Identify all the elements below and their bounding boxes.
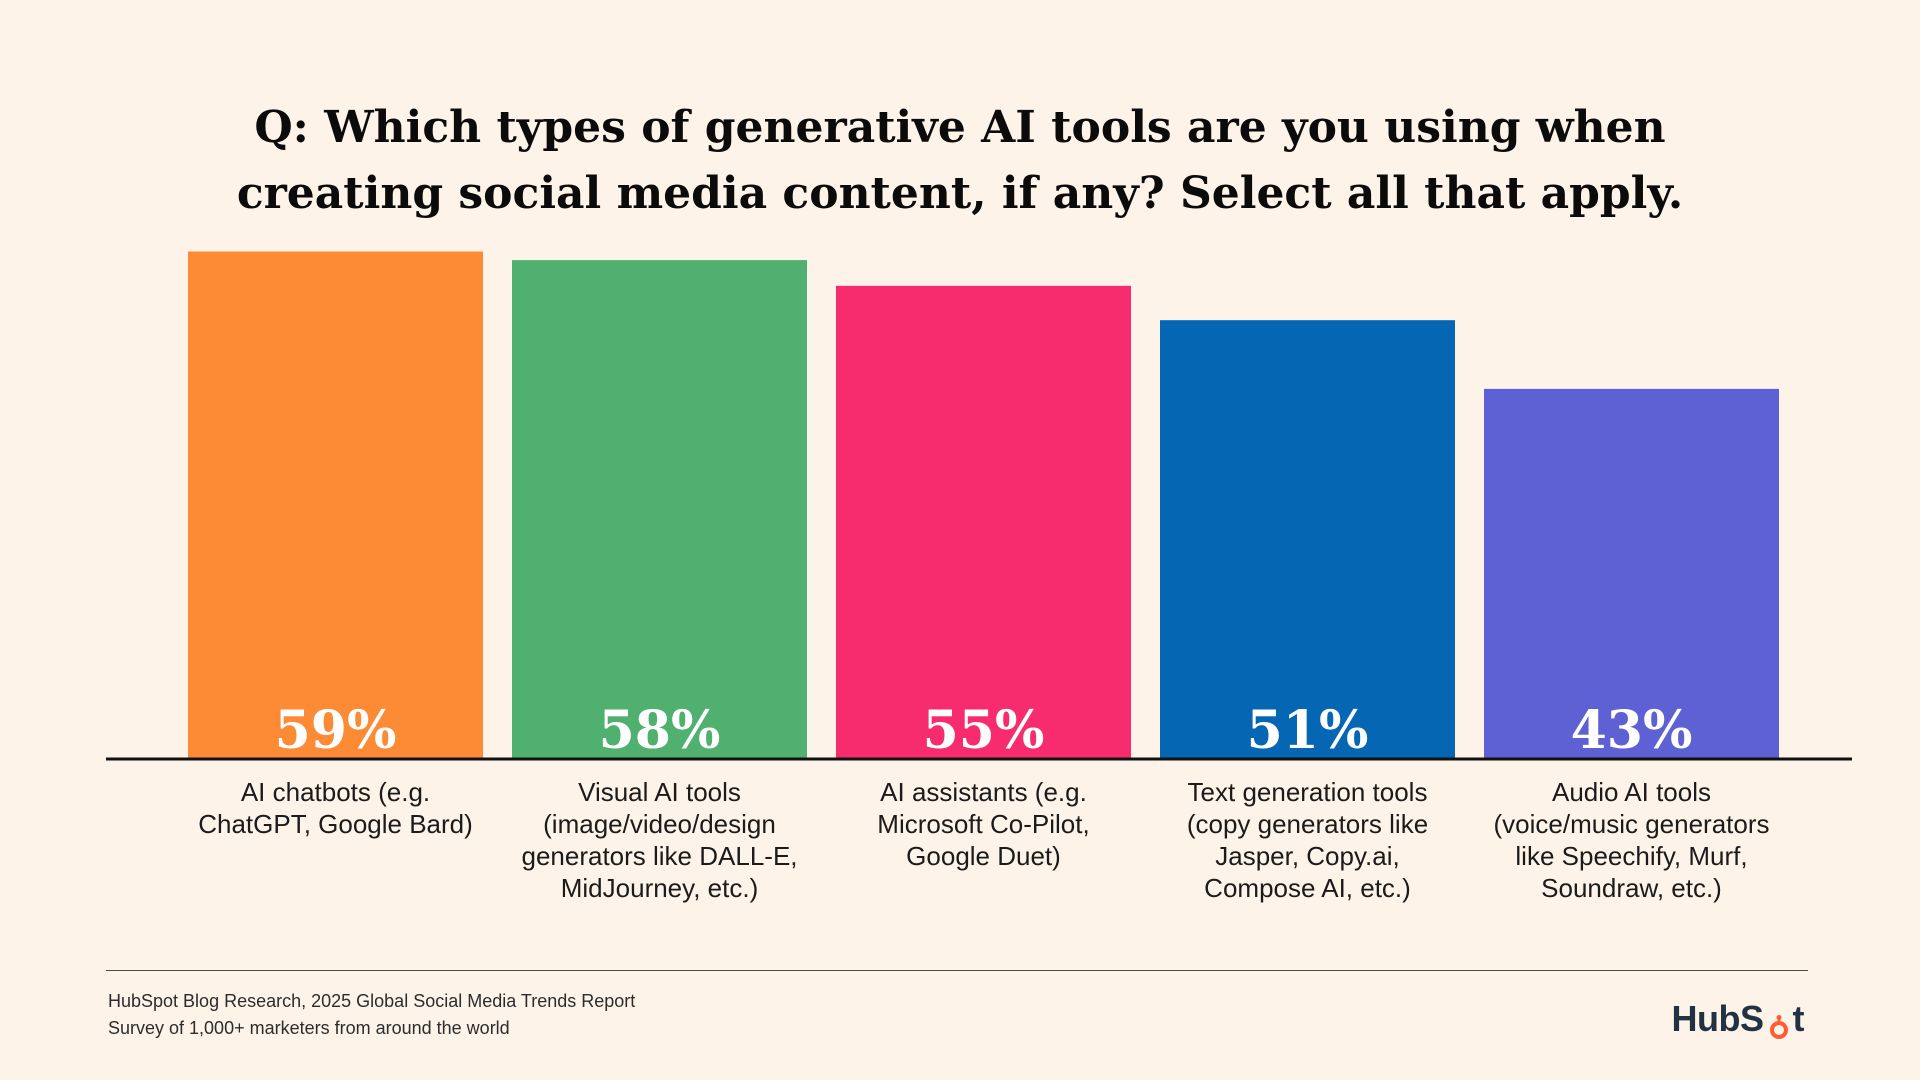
chart-title-line-1: Q: Which types of generative AI tools ar… bbox=[254, 102, 1666, 153]
bar-value-label-4: 51% bbox=[1247, 700, 1369, 761]
bar-value-label-5: 43% bbox=[1571, 700, 1693, 761]
bar-value-label-3: 55% bbox=[923, 700, 1045, 761]
category-label-3: AI assistants (e.g. Microsoft Co-Pilot, … bbox=[877, 777, 1090, 871]
chart-title-line-2: creating social media content, if any? S… bbox=[236, 168, 1684, 219]
bar-2 bbox=[512, 260, 807, 758]
bar-5 bbox=[1484, 388, 1779, 758]
bar-value-label-1: 59% bbox=[275, 700, 397, 761]
category-label-1: AI chatbots (e.g. ChatGPT, Google Bard) bbox=[198, 777, 473, 839]
logo-text-start: HubS bbox=[1671, 998, 1765, 1039]
chart-title: Q: Which types of generative AI tools ar… bbox=[160, 95, 1760, 227]
category-label-5: Audio AI tools (voice/music generators l… bbox=[1493, 777, 1770, 903]
logo-text-end: t bbox=[1792, 998, 1805, 1039]
sprocket-icon bbox=[1766, 1008, 1792, 1039]
category-label-4: Text generation tools (copy generators l… bbox=[1186, 777, 1429, 903]
hubspot-logo: HubS t bbox=[1671, 998, 1805, 1040]
bar-3 bbox=[836, 285, 1131, 758]
bar-value-label-2: 58% bbox=[599, 700, 721, 761]
bar-1 bbox=[188, 251, 483, 758]
bar-4 bbox=[1160, 320, 1455, 758]
source-line-1: HubSpot Blog Research, 2025 Global Socia… bbox=[108, 991, 636, 1011]
footer-source: HubSpot Blog Research, 2025 Global Socia… bbox=[108, 988, 635, 1042]
source-line-2: Survey of 1,000+ marketers from around t… bbox=[108, 1018, 510, 1038]
category-label-2: Visual AI tools (image/video/design gene… bbox=[521, 777, 798, 903]
footer-divider bbox=[106, 970, 1808, 971]
